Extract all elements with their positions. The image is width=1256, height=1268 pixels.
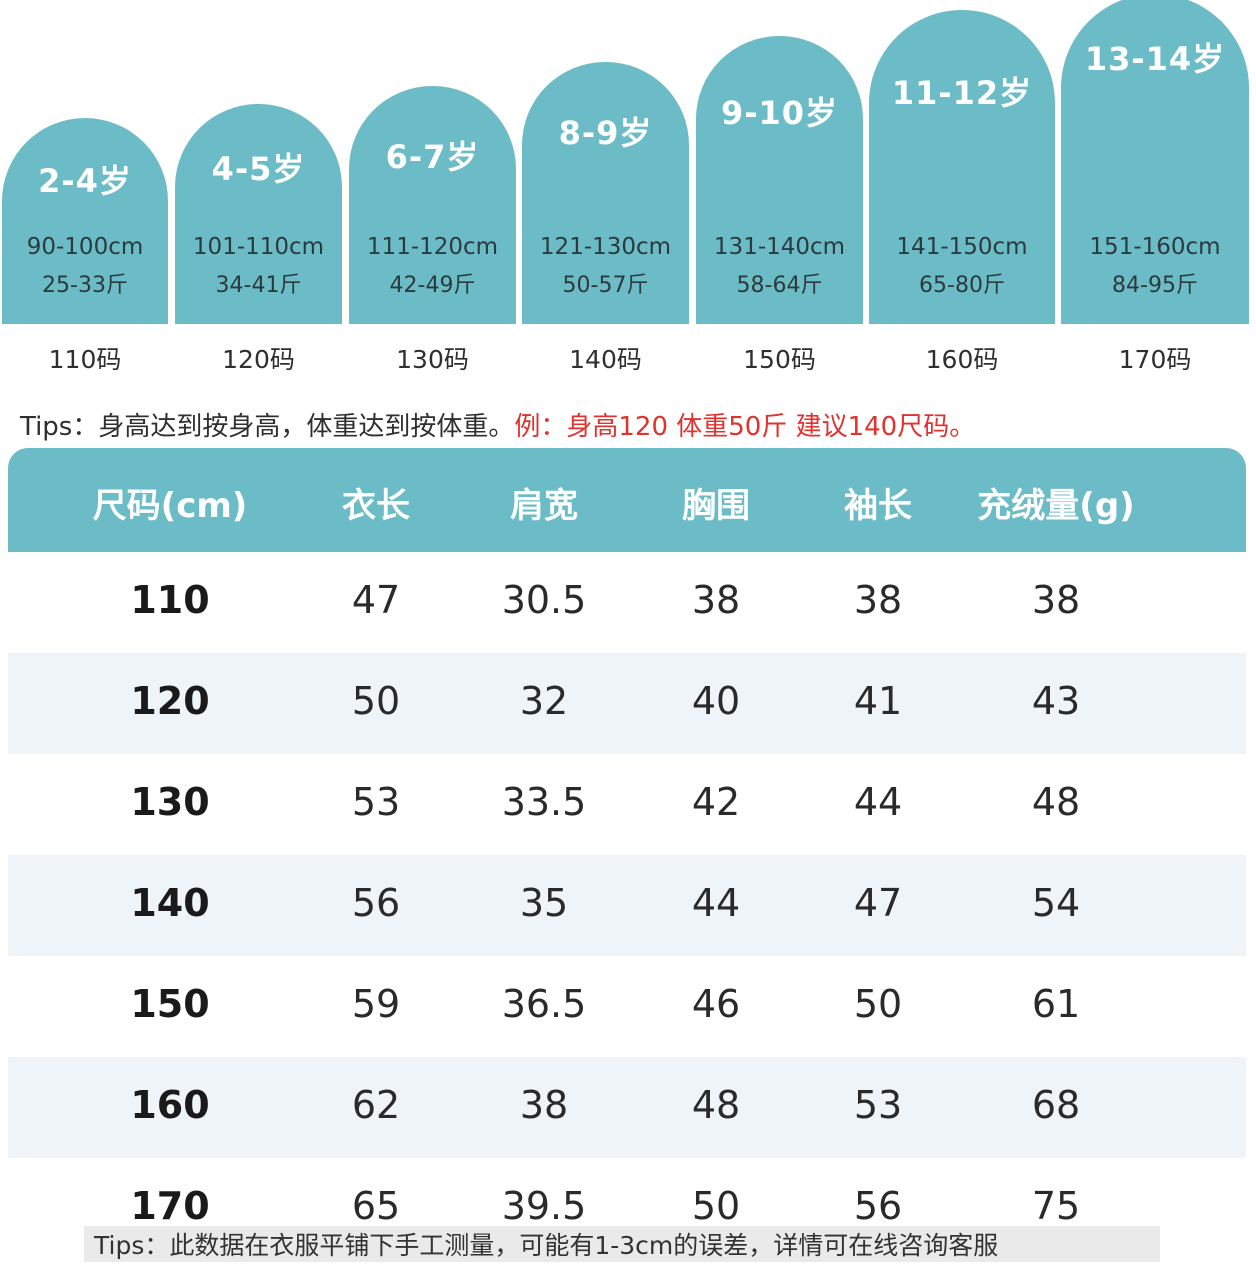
table-cell: 42 bbox=[691, 780, 741, 824]
age-card-2: 4-5岁 bbox=[175, 104, 342, 324]
size-table: 尺码(cm) 衣长 肩宽 胸围 袖长 充绒量(g) 110 47 30.5 38 38 3… bbox=[8, 448, 1246, 1268]
table-cell: 110 bbox=[130, 578, 210, 622]
table-cell: 61 bbox=[1031, 982, 1081, 1026]
table-header: 尺码(cm) 衣长 肩宽 胸围 袖长 充绒量(g) bbox=[8, 448, 1246, 552]
weight-range: 65-80斤 bbox=[919, 273, 1005, 298]
table-row: 140 56 35 44 47 54 bbox=[8, 855, 1246, 956]
size-code: 150码 bbox=[743, 345, 816, 374]
table-cell: 47 bbox=[351, 578, 401, 622]
table-cell: 32 bbox=[519, 679, 569, 723]
table-row: 120 50 32 40 41 43 bbox=[8, 653, 1246, 754]
table-row: 150 59 36.5 46 50 61 bbox=[8, 956, 1246, 1057]
table-cell: 48 bbox=[1031, 780, 1081, 824]
table-row: 170 65 39.5 50 56 75 bbox=[8, 1158, 1246, 1259]
table-cell: 44 bbox=[853, 780, 903, 824]
weight-range: 58-64斤 bbox=[736, 273, 823, 298]
table-cell: 140 bbox=[130, 881, 210, 925]
table-cell: 36.5 bbox=[501, 982, 587, 1026]
table-cell: 56 bbox=[853, 1184, 903, 1228]
age-label: 4-5岁 bbox=[211, 150, 306, 188]
age-card-4: 8-9岁 bbox=[522, 62, 689, 324]
age-card-7: 13-14岁 bbox=[1061, 0, 1249, 324]
age-label: 2-4岁 bbox=[38, 162, 132, 200]
table-cell: 33.5 bbox=[501, 780, 587, 824]
height-range: 101-110cm bbox=[192, 234, 325, 260]
size-code: 110码 bbox=[48, 345, 122, 374]
age-label: 8-9岁 bbox=[558, 114, 653, 152]
table-cell: 41 bbox=[853, 679, 903, 723]
table-cell: 38 bbox=[1031, 578, 1081, 622]
height-range: 111-120cm bbox=[366, 234, 499, 260]
height-range: 90-100cm bbox=[26, 234, 144, 260]
age-label: 6-7岁 bbox=[385, 138, 480, 176]
weight-range: 34-41斤 bbox=[215, 273, 302, 298]
table-cell: 170 bbox=[130, 1184, 210, 1228]
weight-range: 84-95斤 bbox=[1112, 273, 1198, 298]
table-cell: 38 bbox=[691, 578, 741, 622]
header-sleeve: 袖长 bbox=[844, 486, 912, 526]
header-size: 尺码(cm) bbox=[92, 486, 248, 526]
age-card-5: 9-10岁 bbox=[696, 36, 863, 324]
size-code: 170码 bbox=[1118, 345, 1192, 374]
age-card-1: 2-4岁 bbox=[2, 118, 168, 324]
tips-normal: Tips：身高达到按身高，体重达到按体重。 bbox=[20, 412, 515, 442]
table-cell: 75 bbox=[1031, 1184, 1081, 1228]
age-label: 13-14岁 bbox=[1084, 40, 1226, 78]
age-card-3: 6-7岁 bbox=[349, 86, 516, 324]
table-cell: 56 bbox=[351, 881, 401, 925]
tips-top: Tips：身高达到按身高，体重达到按体重。例：身高120 体重50斤 建议140… bbox=[20, 406, 975, 443]
table-cell: 53 bbox=[853, 1083, 903, 1127]
header-shoulder: 肩宽 bbox=[510, 486, 578, 526]
height-range: 121-130cm bbox=[539, 234, 672, 260]
age-label: 11-12岁 bbox=[891, 74, 1033, 112]
weight-range: 50-57斤 bbox=[562, 273, 649, 298]
header-down-fill: 充绒量(g) bbox=[977, 486, 1135, 526]
header-length: 衣长 bbox=[342, 486, 410, 526]
table-cell: 65 bbox=[351, 1184, 401, 1228]
table-cell: 68 bbox=[1031, 1083, 1081, 1127]
table-row: 110 47 30.5 38 38 38 bbox=[8, 552, 1246, 653]
size-code: 140码 bbox=[569, 345, 642, 374]
weight-range: 25-33斤 bbox=[42, 273, 128, 298]
table-cell: 53 bbox=[351, 780, 401, 824]
table-cell: 35 bbox=[519, 881, 569, 925]
table-cell: 120 bbox=[130, 679, 210, 723]
table-cell: 150 bbox=[130, 982, 210, 1026]
age-card-6: 11-12岁 bbox=[869, 10, 1055, 324]
size-code: 120码 bbox=[222, 345, 295, 374]
table-cell: 43 bbox=[1031, 679, 1081, 723]
table-cell: 48 bbox=[691, 1083, 741, 1127]
tips-bottom: Tips：此数据在衣服平铺下手工测量，可能有1-3cm的误差，详情可在线咨询客服 bbox=[84, 1226, 1160, 1262]
age-label: 9-10岁 bbox=[720, 94, 839, 132]
table-cell: 50 bbox=[691, 1184, 741, 1228]
table-cell: 40 bbox=[691, 679, 741, 723]
table-cell: 39.5 bbox=[501, 1184, 587, 1228]
table-cell: 50 bbox=[351, 679, 401, 723]
size-code: 160码 bbox=[925, 345, 999, 374]
table-cell: 62 bbox=[351, 1083, 401, 1127]
table-cell: 59 bbox=[351, 982, 401, 1026]
tips-example: 例：身高120 体重50斤 建议140尺码。 bbox=[514, 412, 976, 442]
weight-range: 42-49斤 bbox=[389, 273, 476, 298]
table-row: 160 62 38 48 53 68 bbox=[8, 1057, 1246, 1158]
table-cell: 46 bbox=[691, 982, 741, 1026]
height-range: 141-150cm bbox=[896, 234, 1028, 260]
height-range: 151-160cm bbox=[1089, 234, 1221, 260]
table-cell: 54 bbox=[1031, 881, 1081, 925]
table-cell: 50 bbox=[853, 982, 903, 1026]
table-cell: 47 bbox=[853, 881, 903, 925]
table-cell: 38 bbox=[853, 578, 903, 622]
size-code: 130码 bbox=[396, 345, 469, 374]
table-cell: 44 bbox=[691, 881, 741, 925]
table-row: 130 53 33.5 42 44 48 bbox=[8, 754, 1246, 855]
table-cell: 38 bbox=[519, 1083, 569, 1127]
table-cell: 160 bbox=[130, 1083, 210, 1127]
height-range: 131-140cm bbox=[713, 234, 846, 260]
table-cell: 130 bbox=[130, 780, 210, 824]
header-chest: 胸围 bbox=[682, 486, 750, 526]
table-cell: 30.5 bbox=[501, 578, 587, 622]
